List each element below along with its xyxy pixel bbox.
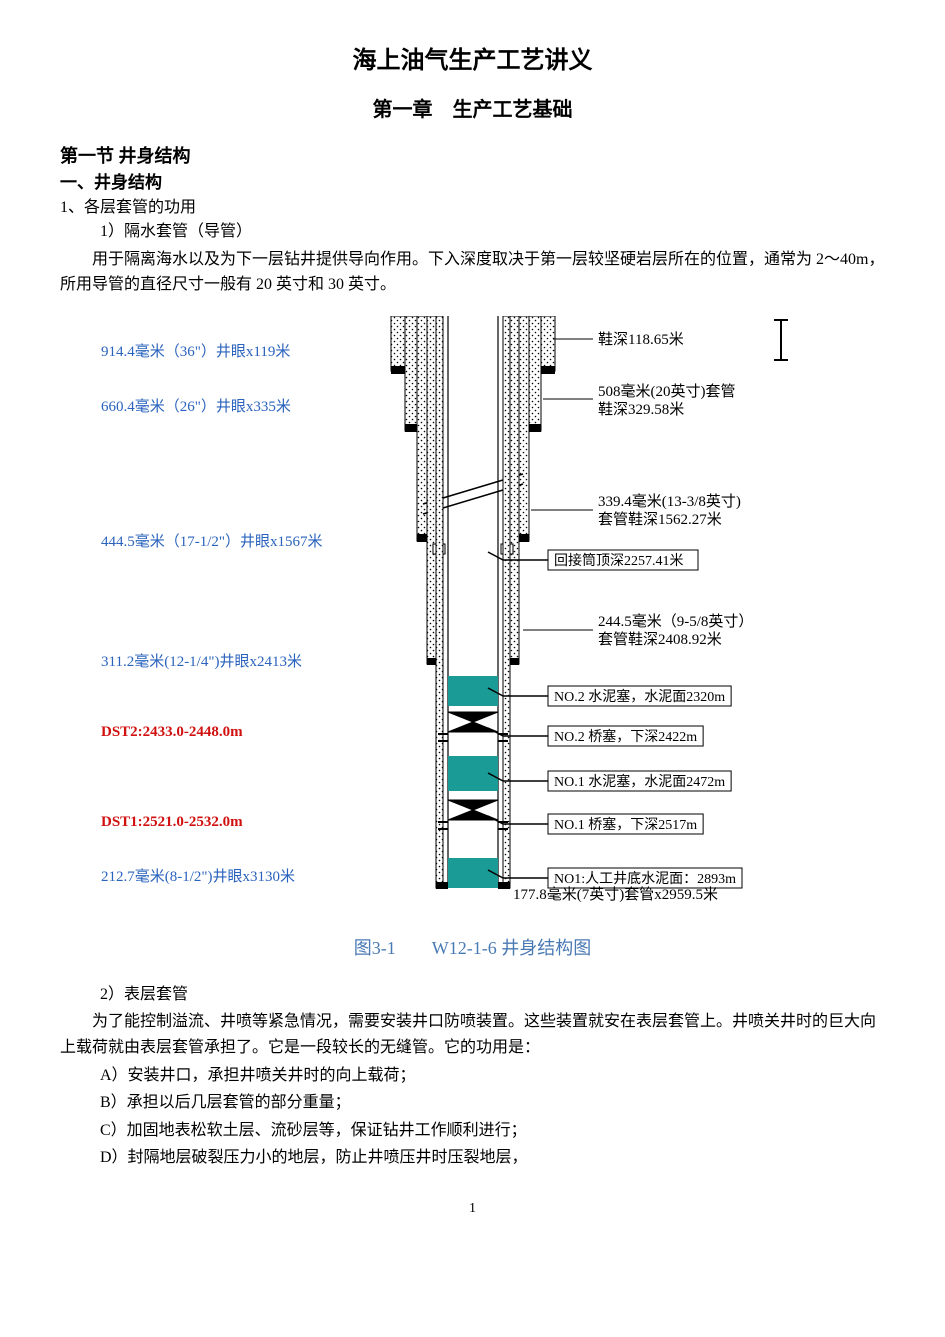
list-item-b: B）承担以后几层套管的部分重量；	[60, 1090, 885, 1116]
item-1-title: 1）隔水套管（导管）	[60, 219, 885, 245]
item-2-para: 为了能控制溢流、井喷等紧急情况，需要安装井口防喷装置。这些装置就安在表层套管上。…	[60, 1009, 885, 1060]
diagram-right-label: 508毫米(20英寸)套管	[598, 382, 736, 400]
diagram-right-label: 套管鞋深2408.92米	[598, 631, 722, 648]
list-item-a: A）安装井口，承担井喷关井时的向上载荷；	[60, 1063, 885, 1089]
diagram-right-label: 244.5毫米（9-5/8英寸）	[598, 612, 753, 630]
structure-heading: 一、井身结构	[60, 168, 885, 193]
diagram-callout-label: NO.2 水泥塞，水泥面2320m	[554, 688, 725, 705]
page-number: 1	[60, 1201, 885, 1217]
diagram-left-label: 660.4毫米（26"）井眼x335米	[101, 397, 291, 415]
casing-use-heading: 1、各层套管的功用	[60, 193, 885, 217]
diagram-right-label: 套管鞋深1562.27米	[598, 511, 722, 528]
diagram-callout-label: NO.1 水泥塞，水泥面2472m	[554, 773, 725, 790]
diagram-label-bottom: 177.8毫米(7英寸)套管x2959.5米	[513, 885, 718, 903]
chapter-title: 第一章 生产工艺基础	[60, 93, 885, 122]
diagram-callout-label: NO1:人工井底水泥面：2893m	[554, 871, 736, 887]
diagram-left-label: DST1:2521.0-2532.0m	[101, 814, 243, 830]
list-item-c: C）加固地表松软土层、流砂层等，保证钻井工作顺利进行；	[60, 1118, 885, 1144]
diagram-left-label: 444.5毫米（17-1/2"）井眼x1567米	[101, 532, 323, 550]
section-heading: 第一节 井身结构	[60, 142, 885, 168]
diagram-right-label: 339.4毫米(13-3/8英寸)	[598, 492, 741, 510]
diagram-right-label: 鞋深329.58米	[598, 401, 684, 418]
diagram-callout-label: 回接筒顶深2257.41米	[554, 552, 684, 569]
wellbore-diagram: 914.4毫米（36"）井眼x119米 660.4毫米（26"）井眼x335米 44…	[60, 316, 885, 906]
figure-caption: 图3-1 W12-1-6 井身结构图	[60, 934, 885, 960]
diagram-callout-label: NO.2 桥塞，下深2422m	[554, 728, 697, 745]
doc-title: 海上油气生产工艺讲义	[60, 40, 885, 75]
item-1-para: 用于隔离海水以及为下一层钻井提供导向作用。下入深度取决于第一层较坚硬岩层所在的位…	[60, 247, 885, 298]
item-2-title: 2）表层套管	[60, 982, 885, 1008]
diagram-left-label: 311.2毫米(12-1/4")井眼x2413米	[101, 652, 302, 670]
diagram-left-label: DST2:2433.0-2448.0m	[101, 724, 243, 740]
list-item-d: D）封隔地层破裂压力小的地层，防止井喷压井时压裂地层，	[60, 1145, 885, 1171]
diagram-callout-label: NO.1 桥塞，下深2517m	[554, 816, 697, 833]
diagram-left-label: 914.4毫米（36"）井眼x119米	[101, 342, 290, 360]
diagram-left-label: 212.7毫米(8-1/2")井眼x3130米	[101, 867, 295, 885]
diagram-right-label: 鞋深118.65米	[598, 331, 684, 348]
